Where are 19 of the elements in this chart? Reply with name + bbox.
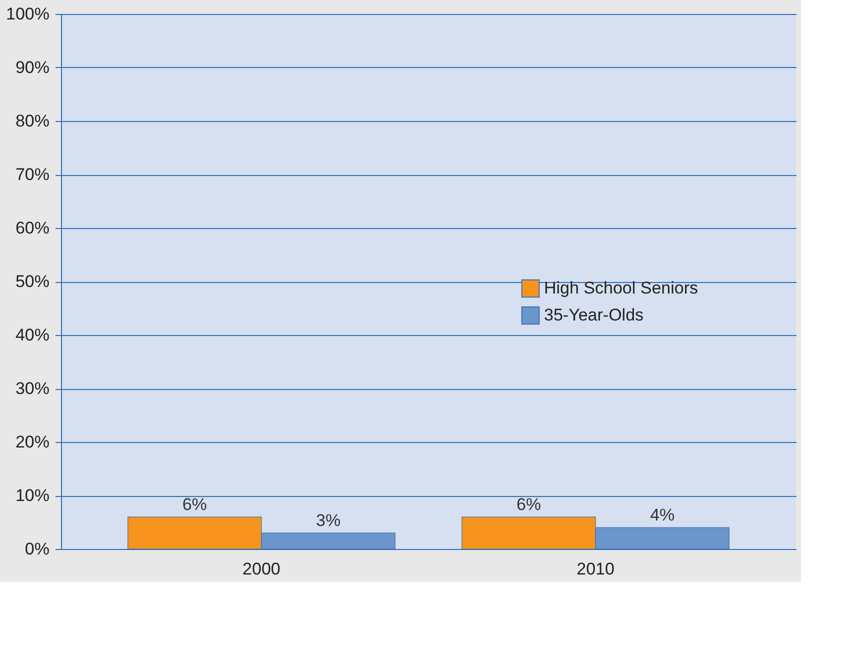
data-label: 6%: [516, 494, 542, 514]
y-tick-label: 30%: [15, 379, 50, 398]
y-tick-label: 100%: [6, 4, 50, 24]
y-tick-label: 20%: [15, 432, 50, 452]
y-tick-label: 40%: [15, 326, 50, 344]
y-tick-label: 50%: [15, 272, 50, 291]
legend-label: High School Seniors: [544, 278, 698, 298]
data-label: 4%: [650, 506, 675, 525]
data-label: 3%: [316, 510, 341, 530]
legend-label: 35-Year-Olds: [544, 306, 644, 324]
y-tick-label: 10%: [15, 486, 50, 505]
x-tick-label: 2010: [576, 560, 614, 578]
x-tick-label: 2000: [242, 560, 280, 578]
data-label: 6%: [182, 494, 207, 514]
y-tick-label: 70%: [15, 165, 50, 184]
y-tick-label: 0%: [24, 540, 50, 558]
y-tick-label: 80%: [15, 112, 50, 130]
y-tick-label: 90%: [15, 58, 50, 77]
y-tick-label: 60%: [15, 218, 50, 238]
